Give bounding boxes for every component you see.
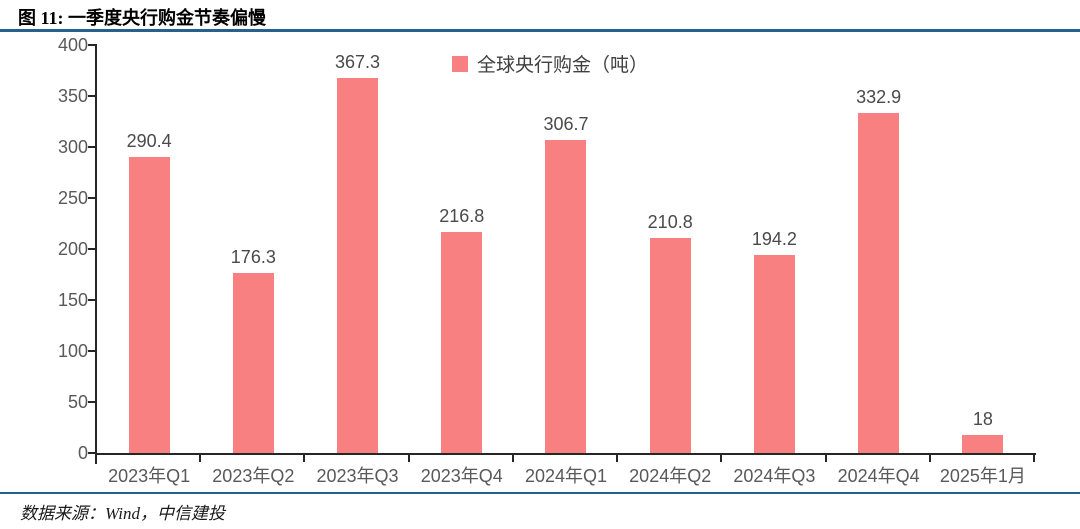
bar-value-label: 210.8 [647, 211, 693, 232]
y-tick-mark [88, 44, 97, 46]
bar [858, 113, 900, 453]
y-tick-label: 100 [57, 341, 88, 361]
category-cell: 194.2 [722, 45, 826, 453]
y-axis-labels: 0 50 100 150 200 250 300 350 400 [28, 35, 88, 463]
x-tick-mark [928, 455, 931, 462]
bar [128, 156, 170, 453]
bars-row: 290.4 176.3 367.3 216.8 306.7 210.8 194.2 332.9… [97, 45, 1035, 453]
category-cell: 367.3 [305, 45, 409, 453]
x-tick-mark [95, 455, 97, 462]
x-tick-label: 2024年Q2 [629, 466, 712, 486]
y-tick-mark [88, 248, 97, 250]
x-tick-mark [303, 455, 306, 462]
y-tick-mark [88, 299, 97, 301]
x-tick-label: 2023年Q2 [212, 466, 295, 486]
y-tick-label: 350 [57, 86, 88, 106]
y-tick-mark [88, 197, 97, 199]
y-tick-mark [88, 350, 97, 352]
y-tick-label: 300 [57, 137, 88, 157]
y-tick-label: 400 [57, 35, 88, 55]
x-tick-label: 2025年1月 [939, 466, 1026, 486]
category-cell: 216.8 [410, 45, 514, 453]
bar-value-label: 290.4 [126, 130, 172, 151]
y-tick-label: 0 [77, 443, 88, 463]
bar [441, 231, 483, 453]
bar-value-label: 367.3 [335, 52, 381, 73]
y-tick-label: 50 [67, 392, 88, 412]
y-tick-mark [88, 452, 97, 454]
title-rule-divider [0, 29, 1080, 32]
y-tick-label: 250 [57, 188, 88, 208]
x-tick-mark [720, 455, 723, 462]
y-tick-mark [88, 95, 97, 97]
bar-value-label: 306.7 [543, 114, 589, 135]
x-axis-line [95, 453, 1036, 455]
bar-value-label: 194.2 [751, 228, 797, 249]
legend-label: 全球央行购金（吨） [477, 55, 649, 76]
x-tick-mark [1033, 455, 1035, 462]
bar-value-label: 216.8 [439, 205, 485, 226]
x-tick-label: 2023年Q1 [108, 466, 191, 486]
category-cell: 18 [931, 45, 1035, 453]
x-tick-label: 2023年Q3 [316, 466, 399, 486]
category-cell: 290.4 [97, 45, 201, 453]
bar-value-label: 18 [972, 408, 993, 429]
category-cell: 306.7 [514, 45, 618, 453]
x-tick-mark [199, 455, 202, 462]
y-tick-mark [88, 146, 97, 148]
x-tick-label: 2024年Q3 [733, 466, 816, 486]
bar [649, 237, 691, 453]
x-tick-mark [511, 455, 514, 462]
bar [962, 434, 1004, 453]
x-tick-label: 2024年Q1 [524, 466, 608, 486]
bar-value-label: 176.3 [230, 247, 276, 268]
y-tick-label: 150 [57, 290, 88, 310]
bar [337, 78, 379, 453]
bar-chart: 290.4 176.3 367.3 216.8 306.7 210.8 194.2 332.9… [88, 44, 1036, 464]
category-cell: 332.9 [827, 45, 931, 453]
data-source-note: 数据来源：Wind，中信建投 [20, 504, 225, 523]
figure-title: 图 11: 一季度央行购金节奏偏慢 [18, 8, 266, 28]
x-tick-mark [616, 455, 619, 462]
category-cell: 176.3 [201, 45, 305, 453]
chart-legend: 全球央行购金（吨） [452, 50, 648, 77]
x-tick-mark [824, 455, 827, 462]
bar [545, 140, 587, 453]
category-cell: 210.8 [618, 45, 722, 453]
bar-value-label: 332.9 [856, 87, 902, 108]
y-tick-label: 200 [57, 239, 88, 259]
bar [753, 254, 795, 453]
y-axis-line [95, 45, 97, 464]
bar [232, 273, 274, 453]
footer-rule-divider [0, 492, 1080, 494]
x-tick-label: 2023年Q4 [420, 466, 503, 486]
legend-swatch-icon [452, 55, 468, 72]
x-axis-labels: 2023年Q1 2023年Q2 2023年Q3 2023年Q4 2024年Q1 2024年… [97, 462, 1035, 488]
x-tick-label: 2024年Q4 [837, 466, 920, 486]
y-tick-mark [88, 401, 97, 403]
x-tick-mark [407, 455, 410, 462]
